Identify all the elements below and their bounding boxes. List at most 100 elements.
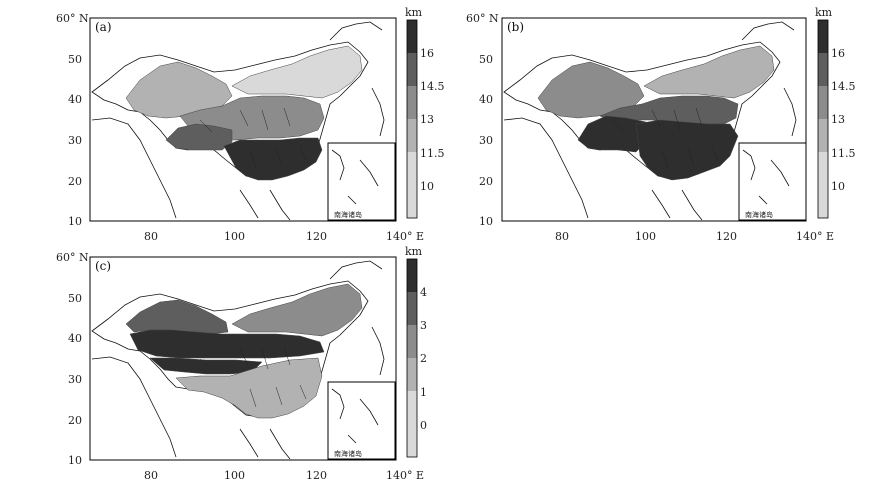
lat-label: 10 bbox=[68, 215, 82, 228]
lon-label: 140° E bbox=[386, 469, 424, 482]
colorbar-unit: km bbox=[405, 245, 423, 258]
province-borders-c bbox=[199, 346, 307, 408]
lon-label: 120 bbox=[306, 230, 327, 243]
lat-label: 10 bbox=[68, 454, 82, 467]
panel-label-c: (c) bbox=[95, 259, 111, 273]
south-china-sea-inset-c: 南海诸岛 bbox=[327, 381, 396, 460]
lon-labels-a: 80 100 120 140° E bbox=[144, 230, 424, 243]
colorbar-segment bbox=[407, 391, 417, 457]
panel-a: 南海诸岛 (a) 60° N 50 40 30 20 10 80 100 120… bbox=[56, 6, 445, 243]
colorbar-tick: 2 bbox=[420, 352, 427, 365]
colorbar-tick: 16 bbox=[831, 47, 845, 60]
lat-label: 20 bbox=[68, 175, 82, 188]
lat-label: 20 bbox=[68, 414, 82, 427]
lat-label: 30 bbox=[68, 134, 82, 147]
region-northeast-c bbox=[231, 283, 363, 337]
region-south-china-c bbox=[175, 357, 323, 419]
inset-label-b: 南海诸岛 bbox=[745, 210, 773, 219]
lon-label: 100 bbox=[224, 469, 245, 482]
region-south-china-a bbox=[223, 137, 323, 181]
colorbar-segment bbox=[407, 292, 417, 325]
southeast-asia-coast-b bbox=[651, 189, 703, 221]
south-china-sea-inset-b: 南海诸岛 bbox=[738, 142, 807, 221]
lat-labels-b: 60° N 50 40 30 20 10 bbox=[466, 12, 499, 228]
region-northwest-b bbox=[537, 61, 645, 119]
colorbar-tick: 13 bbox=[831, 113, 845, 126]
colorbar-tick: 4 bbox=[420, 286, 427, 299]
colorbar-tick: 14.5 bbox=[831, 80, 856, 93]
lon-labels-c: 80 100 120 140° E bbox=[144, 469, 424, 482]
china-map-c bbox=[91, 260, 385, 460]
south-asia-coast-c bbox=[91, 356, 177, 458]
region-tibet-a bbox=[165, 123, 233, 151]
colorbar-tick: 13 bbox=[420, 113, 434, 126]
lon-label: 100 bbox=[224, 230, 245, 243]
colorbar-segment bbox=[407, 20, 417, 53]
lon-label: 140° E bbox=[796, 230, 834, 243]
lat-labels-a: 60° N 50 40 30 20 10 bbox=[56, 12, 89, 228]
lat-label: 30 bbox=[479, 134, 493, 147]
south-asia-coast-a bbox=[91, 117, 177, 219]
lat-label: 60° N bbox=[466, 12, 499, 25]
lon-label: 80 bbox=[144, 469, 158, 482]
colorbar-frame bbox=[406, 19, 418, 219]
colorbar-frame bbox=[406, 258, 418, 458]
panel-label-b: (b) bbox=[507, 20, 524, 34]
province-borders-b bbox=[611, 107, 719, 169]
colorbar-segment bbox=[818, 119, 828, 152]
colorbar-segment bbox=[407, 53, 417, 86]
colorbar-frame bbox=[817, 19, 829, 219]
china-map-a bbox=[91, 21, 385, 221]
colorbar-segment bbox=[818, 53, 828, 86]
japan-korea-coast-a bbox=[329, 21, 385, 137]
region-northwest-a bbox=[125, 61, 233, 119]
colorbar-segment bbox=[818, 86, 828, 119]
colorbar-tick: 3 bbox=[420, 319, 427, 332]
inset-coast-c bbox=[331, 388, 379, 444]
colorbar-segment bbox=[407, 259, 417, 292]
southeast-asia-coast-c bbox=[239, 428, 291, 460]
panel-label-a: (a) bbox=[95, 20, 112, 34]
lat-label: 30 bbox=[68, 373, 82, 386]
panel-b: 南海诸岛 (b) 60° N 50 40 30 20 10 80 100 120… bbox=[466, 6, 856, 243]
lon-label: 100 bbox=[635, 230, 656, 243]
japan-korea-coast-c bbox=[329, 260, 385, 376]
colorbar-segment bbox=[407, 86, 417, 119]
southeast-asia-coast-a bbox=[239, 189, 291, 221]
south-asia-coast-b bbox=[503, 117, 589, 219]
lat-label: 40 bbox=[68, 93, 82, 106]
lon-label: 120 bbox=[306, 469, 327, 482]
inset-label-c: 南海诸岛 bbox=[334, 449, 362, 458]
region-north-china-plain-b bbox=[599, 95, 739, 125]
lat-label: 40 bbox=[479, 93, 493, 106]
country-outline-c bbox=[91, 280, 369, 418]
colorbar-segment bbox=[818, 152, 828, 218]
lat-label: 50 bbox=[479, 53, 493, 66]
inset-coast-b bbox=[742, 149, 790, 205]
japan-korea-coast-b bbox=[741, 21, 797, 137]
lat-labels-c: 60° N 50 40 30 20 10 bbox=[56, 251, 89, 467]
lat-label: 40 bbox=[68, 332, 82, 345]
colorbar-tick: 11.5 bbox=[420, 147, 445, 160]
region-north-china-plain-c bbox=[129, 329, 325, 359]
colorbar-unit: km bbox=[405, 6, 423, 19]
lon-label: 80 bbox=[555, 230, 569, 243]
lat-label: 60° N bbox=[56, 12, 89, 25]
colorbar-segment bbox=[818, 20, 828, 53]
colorbar-tick: 0 bbox=[420, 419, 427, 432]
colorbar-segment bbox=[407, 152, 417, 218]
colorbar-segment bbox=[407, 119, 417, 152]
inset-label-a: 南海诸岛 bbox=[334, 210, 362, 219]
province-borders-a bbox=[199, 107, 307, 169]
lat-label: 50 bbox=[68, 53, 82, 66]
lat-label: 60° N bbox=[56, 251, 89, 264]
lon-label: 140° E bbox=[386, 230, 424, 243]
colorbar-tick: 1 bbox=[420, 386, 427, 399]
lon-label: 120 bbox=[716, 230, 737, 243]
panel-c: 南海诸岛 (c) 60° N 50 40 30 20 10 80 100 120… bbox=[56, 245, 427, 482]
lat-label: 20 bbox=[479, 175, 493, 188]
colorbar-b: km 16 14.5 13 11.5 10 bbox=[815, 6, 856, 219]
colorbar-segment bbox=[407, 325, 417, 358]
china-map-b bbox=[503, 21, 797, 221]
